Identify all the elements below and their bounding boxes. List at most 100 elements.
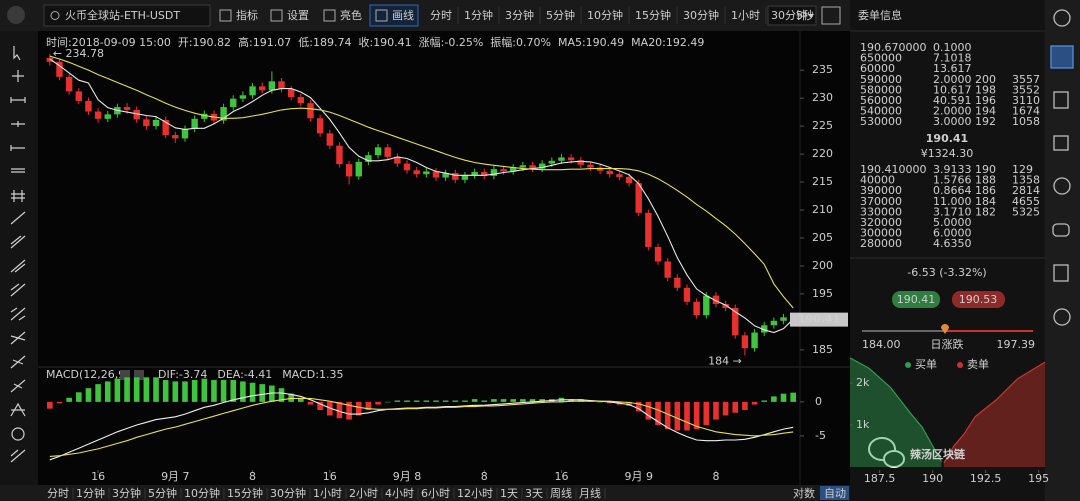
macd-bar [471, 399, 478, 402]
macd-bar [568, 399, 574, 402]
range-high: 197.39 [997, 338, 1036, 351]
macd-bar [124, 377, 130, 402]
order-cell: 1674 [1012, 105, 1040, 118]
period-button[interactable]: 1分钟 [464, 8, 493, 22]
parallel-icon[interactable] [11, 190, 25, 202]
macd-bar [269, 385, 275, 402]
x-tick-label: 9月 7 [161, 470, 190, 483]
tool-button[interactable]: 指标 [236, 8, 258, 22]
candle-body [500, 169, 507, 172]
period-button[interactable]: 5分钟 [148, 486, 177, 500]
macd-bar [452, 400, 459, 402]
period-button[interactable]: 月线 [579, 486, 601, 500]
tool-button[interactable]: 亮色 [340, 8, 362, 22]
tool-button[interactable]: 画线 [392, 8, 414, 22]
sell-button[interactable] [952, 291, 1005, 308]
period-button[interactable]: 1天 [500, 487, 518, 500]
last-price: 190.41 [798, 313, 840, 326]
arrow-icon[interactable] [10, 283, 26, 297]
period-select-text[interactable]: 30分钟 [771, 8, 807, 22]
candle-body [152, 119, 160, 127]
period-select[interactable] [767, 5, 817, 26]
tool-icons[interactable] [10, 46, 26, 463]
y-tick-label: 1k [856, 418, 870, 431]
buy-price[interactable]: 190.41 [897, 293, 936, 306]
fullscreen-button[interactable] [821, 6, 841, 25]
trend3-icon[interactable] [10, 259, 26, 273]
buy-button[interactable] [892, 291, 940, 308]
period-button[interactable]: 3天 [525, 487, 543, 500]
macd-setting[interactable] [120, 370, 130, 380]
period-button[interactable]: 6小时 [421, 487, 450, 500]
macd-bar [298, 397, 304, 402]
period-button[interactable]: 15分钟 [227, 486, 263, 500]
period-button[interactable]: 周线 [550, 486, 572, 500]
candle-body [278, 81, 285, 90]
period-button[interactable]: 30分钟 [270, 486, 306, 500]
period-button[interactable]: 分时 [430, 9, 452, 22]
candle-body [259, 86, 266, 91]
candle-body [674, 277, 681, 288]
period-button[interactable]: 30分钟 [683, 8, 719, 22]
period-button[interactable]: 3分钟 [505, 8, 534, 22]
spiral-icon[interactable] [11, 427, 25, 441]
measure-icon[interactable] [10, 449, 26, 463]
period-button[interactable]: 10分钟 [184, 486, 220, 500]
channel-icon[interactable] [11, 168, 25, 173]
crosshair-icon[interactable] [12, 70, 24, 82]
candle-body [287, 89, 295, 97]
auto-box[interactable] [820, 486, 849, 500]
period-button[interactable]: 15分钟 [635, 8, 671, 22]
cursor-icon[interactable] [13, 46, 21, 61]
fan-icon[interactable] [10, 331, 26, 345]
side-icons[interactable] [1050, 9, 1074, 326]
chat-icon[interactable] [1052, 223, 1070, 237]
ray-icon[interactable] [10, 145, 25, 151]
macd-close[interactable] [134, 370, 144, 380]
macd-bar [133, 377, 140, 402]
doc-icon[interactable] [1053, 264, 1069, 282]
trend2-icon[interactable] [10, 235, 26, 249]
macd-bar [326, 401, 333, 416]
period-button[interactable]: 10分钟 [587, 8, 623, 22]
period-button[interactable]: 4小时 [385, 487, 414, 500]
trend-icon[interactable] [10, 211, 26, 225]
user-icon[interactable] [1053, 9, 1071, 27]
hline-icon[interactable] [11, 121, 25, 127]
clock-icon[interactable] [1053, 177, 1071, 195]
candle-body [336, 145, 343, 165]
pitchfork-icon[interactable] [10, 307, 26, 321]
period-button[interactable]: 5分钟 [546, 8, 575, 22]
x-tick-label: 195 [1028, 472, 1049, 485]
period-button[interactable]: 1分钟 [76, 486, 105, 500]
period-button[interactable]: 2小时 [349, 487, 378, 500]
candle-body [143, 119, 150, 127]
symbol-box[interactable] [43, 4, 211, 27]
x-tick-label: 190 [922, 472, 943, 485]
macd-bar [684, 401, 690, 431]
period-button[interactable]: 1小时 [731, 9, 760, 22]
period-button[interactable]: 3分钟 [112, 486, 141, 500]
order-cell: 390000 [860, 184, 902, 197]
add-icon[interactable] [1053, 135, 1069, 151]
legend-dot [957, 362, 963, 368]
period-button[interactable]: 1小时 [313, 487, 342, 500]
auto-scale[interactable]: 自动 [824, 487, 846, 500]
x-tick-label: 192.5 [970, 472, 1002, 485]
tool-button[interactable]: 设置 [287, 9, 309, 22]
range-marker [941, 324, 949, 334]
sell-price[interactable]: 190.53 [959, 293, 998, 306]
gann-icon[interactable] [10, 355, 26, 369]
segment-icon[interactable] [10, 97, 26, 103]
period-button[interactable]: 分时 [47, 487, 69, 500]
period-button[interactable]: 12小时 [457, 487, 493, 500]
refresh-rate[interactable]: 5秒 [796, 8, 814, 22]
candle-body [529, 165, 536, 169]
fib-icon[interactable] [10, 379, 26, 393]
wave-icon[interactable] [10, 402, 26, 417]
log-scale[interactable]: 对数 [793, 486, 815, 500]
chart-icon[interactable] [1050, 45, 1074, 69]
list-icon[interactable] [1053, 91, 1069, 109]
settings-icon[interactable] [1053, 308, 1071, 326]
order-cell: 0.1000 [933, 41, 972, 54]
